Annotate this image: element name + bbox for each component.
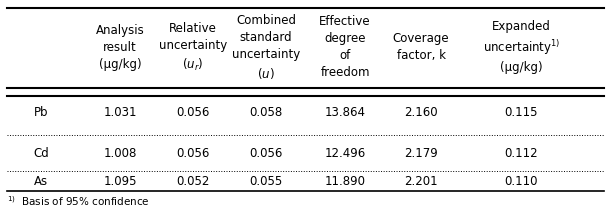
- Text: 2.179: 2.179: [404, 147, 438, 160]
- Text: 2.160: 2.160: [404, 106, 438, 119]
- Text: Coverage
factor, k: Coverage factor, k: [393, 32, 449, 62]
- Text: 13.864: 13.864: [324, 106, 365, 119]
- Text: 0.115: 0.115: [505, 106, 538, 119]
- Text: $^{1)}$  Basis of 95% confidence: $^{1)}$ Basis of 95% confidence: [7, 194, 150, 208]
- Text: 0.110: 0.110: [505, 175, 538, 188]
- Text: 0.056: 0.056: [177, 106, 210, 119]
- Text: Cd: Cd: [33, 147, 49, 160]
- Text: 11.890: 11.890: [324, 175, 365, 188]
- Text: 12.496: 12.496: [324, 147, 365, 160]
- Text: 0.058: 0.058: [249, 106, 283, 119]
- Text: 0.052: 0.052: [177, 175, 210, 188]
- Text: 0.112: 0.112: [505, 147, 538, 160]
- Text: 2.201: 2.201: [404, 175, 438, 188]
- Text: 0.056: 0.056: [249, 147, 283, 160]
- Text: Pb: Pb: [34, 106, 48, 119]
- Text: 0.055: 0.055: [249, 175, 283, 188]
- Text: Combined
standard
uncertainty
($u$): Combined standard uncertainty ($u$): [232, 14, 300, 81]
- Text: Analysis
result
(μg/kg): Analysis result (μg/kg): [95, 24, 144, 71]
- Text: Expanded
uncertainty$^{1)}$
(μg/kg): Expanded uncertainty$^{1)}$ (μg/kg): [483, 20, 560, 74]
- Text: 1.008: 1.008: [103, 147, 137, 160]
- Text: 1.095: 1.095: [103, 175, 137, 188]
- Text: Relative
uncertainty
($u_r$): Relative uncertainty ($u_r$): [159, 22, 227, 73]
- Text: 1.031: 1.031: [103, 106, 137, 119]
- Text: Effective
degree
of
freedom: Effective degree of freedom: [319, 15, 371, 79]
- Text: 0.056: 0.056: [177, 147, 210, 160]
- Text: As: As: [34, 175, 48, 188]
